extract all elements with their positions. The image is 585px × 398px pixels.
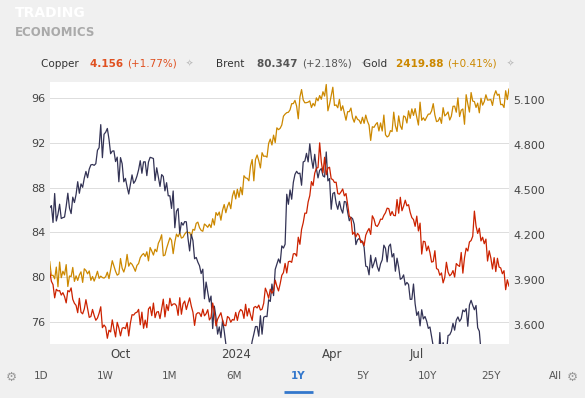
- Text: ✧: ✧: [504, 59, 514, 68]
- Text: ⚙: ⚙: [6, 371, 18, 384]
- Text: Brent: Brent: [216, 59, 248, 69]
- Text: 2419.88: 2419.88: [396, 59, 447, 69]
- Text: ECONOMICS: ECONOMICS: [15, 26, 95, 39]
- Text: TRADING: TRADING: [15, 6, 85, 20]
- Text: 6M: 6M: [226, 371, 242, 381]
- Text: Jul: Jul: [410, 348, 424, 361]
- Text: ⚙: ⚙: [566, 371, 578, 384]
- Text: 1Y: 1Y: [291, 371, 306, 381]
- Text: 4.156: 4.156: [90, 59, 126, 69]
- Text: Copper: Copper: [41, 59, 82, 69]
- Text: 1M: 1M: [162, 371, 177, 381]
- Text: (+2.18%): (+2.18%): [302, 59, 352, 69]
- Text: 80.347: 80.347: [257, 59, 301, 69]
- Text: ✧: ✧: [358, 59, 369, 68]
- Text: 25Y: 25Y: [481, 371, 501, 381]
- Text: 10Y: 10Y: [417, 371, 437, 381]
- Text: ✧: ✧: [183, 59, 194, 68]
- Text: (+0.41%): (+0.41%): [448, 59, 497, 69]
- Text: Oct: Oct: [111, 348, 131, 361]
- Text: (+1.77%): (+1.77%): [127, 59, 177, 69]
- Text: Apr: Apr: [322, 348, 342, 361]
- Text: 1W: 1W: [97, 371, 113, 381]
- Text: 1D: 1D: [34, 371, 48, 381]
- Text: All: All: [549, 371, 562, 381]
- Text: 5Y: 5Y: [356, 371, 369, 381]
- Text: Gold: Gold: [363, 59, 390, 69]
- Text: 2024: 2024: [221, 348, 250, 361]
